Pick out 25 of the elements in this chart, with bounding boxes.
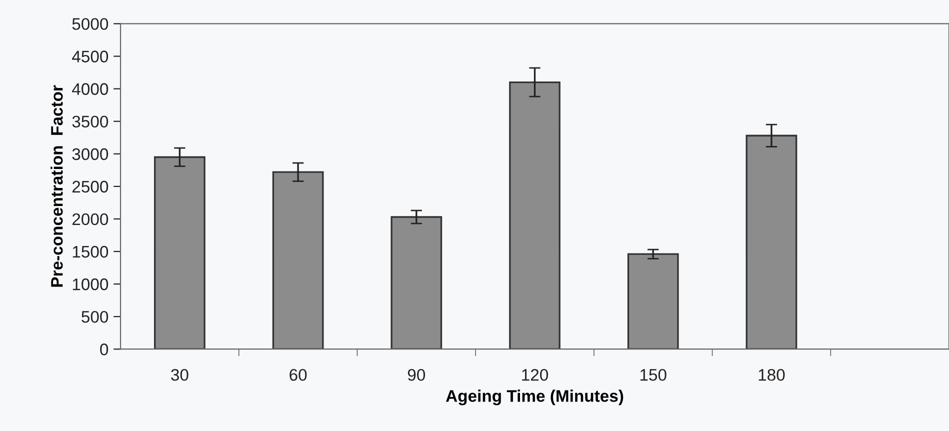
y-tick-label: 2000 <box>72 213 108 226</box>
bar <box>154 156 206 350</box>
x-tick-label: 90 <box>408 368 426 381</box>
y-tick-label: 3000 <box>72 148 108 160</box>
bar <box>390 216 442 350</box>
y-tick-label: 5000 <box>72 18 108 30</box>
x-tick-label: 150 <box>640 368 666 381</box>
y-tick-label: 1500 <box>72 246 108 258</box>
y-tick-label: 2500 <box>72 180 108 193</box>
bar <box>746 134 798 350</box>
y-tick-label: 0 <box>100 344 108 356</box>
x-tick-label: 30 <box>171 368 188 381</box>
bar <box>627 253 679 350</box>
bar <box>509 81 560 350</box>
x-tick-label: 120 <box>522 368 548 381</box>
y-axis-title: Pre-concentration Factor <box>50 85 63 287</box>
x-tick-label: 180 <box>758 368 785 381</box>
y-tick-label: 3500 <box>72 116 108 128</box>
y-tick-label: 4500 <box>72 50 108 62</box>
y-tick-label: 500 <box>82 310 108 323</box>
x-axis-title: Ageing Time (Minutes) <box>446 390 624 406</box>
x-tick-label: 60 <box>290 368 307 381</box>
y-tick-label: 1000 <box>72 278 108 290</box>
bar <box>272 171 324 350</box>
y-tick-label: 4000 <box>72 83 108 95</box>
